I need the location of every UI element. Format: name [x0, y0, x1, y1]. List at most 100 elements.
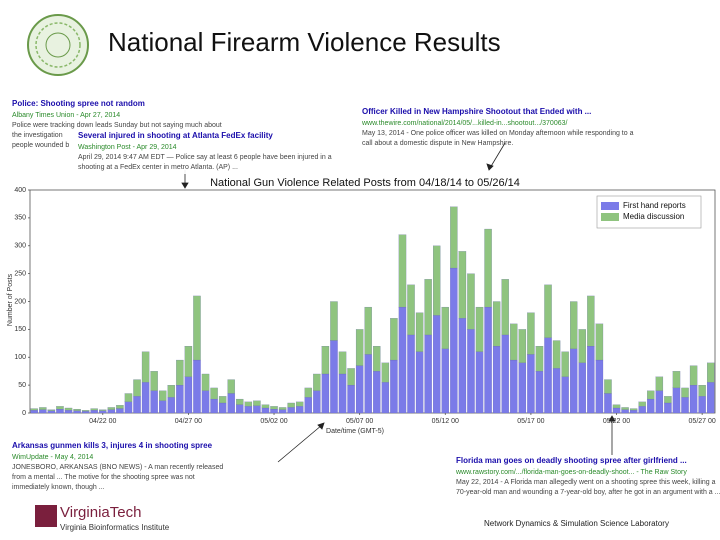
bar-segment — [552, 340, 561, 369]
bar-segment — [236, 404, 244, 414]
snippet-title: Officer Killed in New Hampshire Shootout… — [362, 107, 591, 116]
x-tick-label: 05/02 00 — [260, 418, 287, 425]
bar-segment — [535, 371, 544, 414]
bar-segment — [176, 385, 184, 414]
bar-segment — [501, 334, 509, 414]
news-snippet: Florida man goes on deadly shooting spre… — [455, 456, 720, 496]
snippet-text: from a mental ... The motive for the sho… — [12, 474, 195, 481]
bar-segment — [373, 371, 381, 414]
bar-segment — [518, 329, 527, 363]
bar-segment — [287, 407, 295, 414]
bar-segment — [578, 329, 586, 363]
bar-segment — [56, 408, 64, 414]
bar-segment — [415, 351, 424, 414]
bar-segment — [47, 410, 56, 414]
bar-segment — [373, 346, 381, 372]
news-snippet: Arkansas gunmen kills 3, injures 4 in sh… — [12, 441, 223, 491]
bar-segment — [90, 408, 98, 411]
snippet-background — [76, 130, 366, 174]
bar-segment — [424, 279, 432, 336]
bar-segment — [201, 390, 210, 414]
bar-segment — [689, 365, 698, 386]
bar-segment — [467, 329, 475, 414]
bar-segment — [176, 359, 184, 386]
bar-segment — [527, 312, 535, 355]
snippet-text: people wounded b — [12, 142, 69, 149]
bar-segment — [304, 397, 312, 414]
footer-lab: Network Dynamics & Simulation Science La… — [484, 519, 669, 528]
bar-segment — [81, 410, 90, 412]
bar-segment — [433, 245, 441, 316]
bar-segment — [30, 408, 38, 411]
bar-segment — [321, 373, 330, 414]
bar-segment — [364, 306, 372, 355]
bar-segment — [647, 398, 655, 414]
bar-segment — [621, 407, 629, 410]
bar-segment — [492, 301, 501, 347]
bar-segment — [535, 346, 544, 372]
chart-title: National Gun Violence Related Posts from… — [210, 177, 520, 189]
bar-segment — [561, 351, 569, 377]
slide-title: National Firearm Violence Results — [108, 27, 501, 57]
legend-label: Media discussion — [623, 212, 684, 221]
bar-segment — [510, 323, 518, 361]
bar-segment — [150, 390, 158, 414]
bar-segment — [270, 406, 278, 410]
bar-segment — [90, 410, 98, 414]
bar-segment — [664, 402, 672, 414]
snippet-title: Florida man goes on deadly shooting spre… — [456, 456, 687, 465]
bar-segment — [193, 295, 201, 361]
bar-segment — [116, 408, 124, 414]
bar-segment — [364, 354, 372, 414]
bar-segment — [672, 371, 681, 389]
bar-segment — [253, 400, 261, 406]
bar-segment — [81, 411, 90, 414]
snippet-source: Albany Times Union - Apr 27, 2014 — [12, 112, 120, 119]
bar-segment — [698, 396, 706, 414]
bar-segment — [124, 393, 133, 402]
bar-segment — [707, 362, 715, 383]
bar-segment — [458, 251, 467, 319]
bar-segment — [210, 387, 218, 400]
bar-segment — [227, 393, 235, 414]
y-tick-label: 0 — [22, 410, 26, 417]
bar-segment — [253, 405, 261, 414]
bar-segment — [381, 362, 390, 383]
snippet-source: WimUpdate - May 4, 2014 — [12, 454, 93, 461]
bar-segment — [159, 390, 167, 401]
arrows — [181, 142, 616, 463]
bar-segment — [107, 407, 116, 410]
bar-segment — [689, 385, 698, 414]
snippet-text: 70-year-old man and wounding a 7-year-ol… — [456, 489, 720, 496]
legend-swatch — [601, 202, 619, 210]
bar-segment — [390, 318, 398, 361]
bar-segment — [510, 359, 518, 414]
bar-segment — [133, 396, 141, 414]
bar-segment — [398, 306, 407, 414]
bar-segment — [313, 373, 321, 391]
bar-segment — [278, 409, 287, 414]
bar-segment — [39, 409, 47, 414]
bar-segment — [159, 400, 167, 414]
bar-segment — [475, 306, 484, 352]
bar-segment — [167, 385, 175, 398]
bar-segment — [355, 365, 364, 414]
bar-segment — [321, 346, 330, 375]
bar-segment — [441, 306, 449, 349]
snippet-text: call about a domestic dispute in New Ham… — [362, 140, 513, 147]
bar-segment — [621, 409, 629, 414]
bar-segment — [672, 387, 681, 414]
bar-segment — [355, 329, 364, 366]
bar-segment — [244, 401, 253, 407]
bar-segment — [141, 382, 150, 414]
bar-segment — [587, 346, 595, 414]
bar-segment — [99, 409, 107, 411]
snippet-title: Police: Shooting spree not random — [12, 99, 145, 108]
bar-segment — [287, 402, 295, 408]
bar-segment — [210, 398, 218, 414]
snippet-source: www.thewire.com/national/2014/05/...kill… — [361, 120, 568, 127]
bar-segment — [681, 387, 689, 398]
bar-segment — [330, 301, 338, 341]
bar-segment — [433, 315, 441, 414]
